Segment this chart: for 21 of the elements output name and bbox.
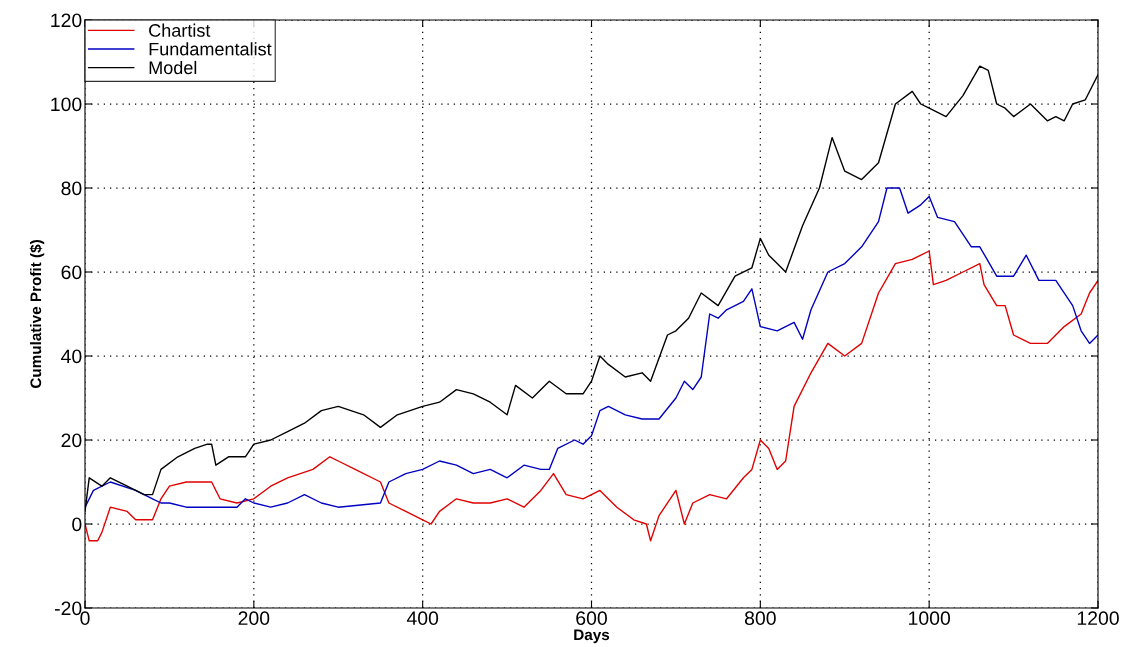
y-tick-label: 60 — [61, 265, 82, 280]
x-axis-title: Days — [574, 629, 610, 644]
y-tick-label: 0 — [72, 517, 82, 532]
x-tick-label: 800 — [744, 611, 776, 626]
y-tick-label: 120 — [51, 13, 82, 28]
y-tick-label: 100 — [51, 97, 82, 112]
y-tick-label: 80 — [61, 181, 82, 196]
y-tick-label: 20 — [61, 433, 82, 448]
x-tick-label: 400 — [406, 611, 439, 626]
legend-label: Fundamentalist — [149, 42, 272, 56]
y-axis-title: Cumulative Profit ($) — [29, 240, 45, 389]
x-tick-label: 200 — [238, 611, 270, 626]
y-tick-label: 40 — [61, 349, 82, 364]
x-tick-label: 1000 — [909, 611, 951, 626]
legend-label: Model — [149, 60, 197, 75]
legend-label: Chartist — [149, 23, 211, 37]
x-tick-label: 1200 — [1077, 611, 1119, 626]
line-series — [85, 250, 1098, 542]
y-tick-label: -20 — [54, 601, 82, 616]
x-tick-label: 600 — [576, 611, 607, 626]
line-series — [85, 187, 1098, 508]
